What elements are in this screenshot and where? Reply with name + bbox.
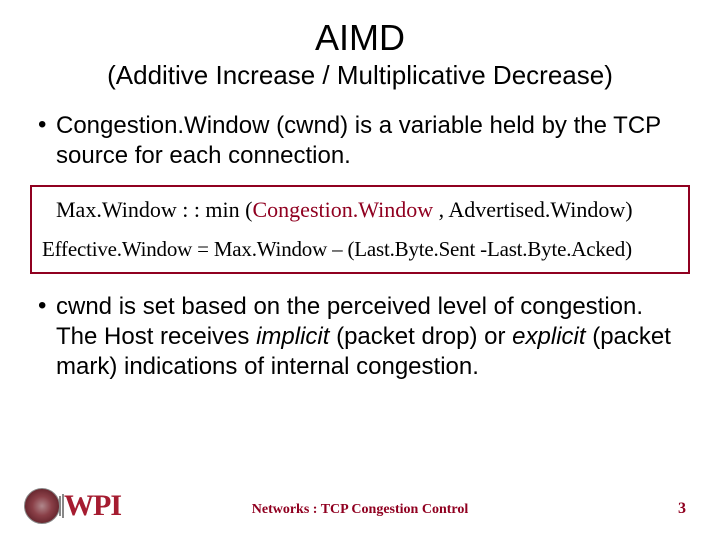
bullet-item-2: • cwnd is set based on the perceived lev… [38,292,682,382]
bullet-text-1: Congestion.Window (cwnd) is a variable h… [56,111,682,171]
formula-suffix: , Advertised.Window) [433,197,633,222]
logo-bars-icon [59,494,65,518]
bullet-marker: • [38,292,56,382]
slide-footer: WPI Networks : TCP Congestion Control 3 [0,484,720,524]
explicit-term: explicit [512,323,585,350]
bullet-text-2: cwnd is set based on the perceived level… [56,292,682,382]
wpi-seal-icon [24,488,60,524]
footer-title: Networks : TCP Congestion Control [252,502,469,518]
wpi-logo: WPI [24,488,121,524]
slide-title: AIMD [28,18,692,58]
implicit-term: implicit [256,323,329,350]
slide-subtitle: (Additive Increase / Multiplicative Decr… [28,60,692,91]
formula-line-1: Max.Window : : min (Congestion.Window , … [56,197,682,223]
bullet-item-1: • Congestion.Window (cwnd) is a variable… [38,111,682,171]
formula-prefix: Max.Window : : min ( [56,197,253,222]
formula-congestion-window: Congestion.Window [253,197,434,222]
formula-box: Max.Window : : min (Congestion.Window , … [30,185,690,274]
wpi-wordmark: WPI [64,491,121,521]
formula-line-2: Effective.Window = Max.Window – (Last.By… [42,237,682,262]
bullet-marker: • [38,111,56,171]
slide: AIMD (Additive Increase / Multiplicative… [0,0,720,540]
page-number: 3 [678,500,686,518]
